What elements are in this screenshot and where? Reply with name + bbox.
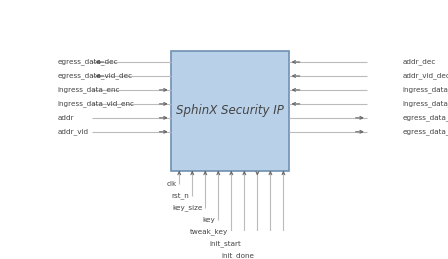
Text: SphinX Security IP: SphinX Security IP — [176, 104, 284, 117]
Text: key: key — [203, 217, 215, 222]
Text: tweak_key: tweak_key — [190, 228, 228, 235]
Text: ingress_data_dec: ingress_data_dec — [402, 87, 448, 93]
Text: key_size: key_size — [172, 204, 202, 211]
Text: init_done: init_done — [222, 252, 254, 259]
Text: ingress_data_vid_enc: ingress_data_vid_enc — [58, 100, 135, 107]
Text: init_start: init_start — [210, 240, 241, 247]
Text: ingress_data_enc: ingress_data_enc — [58, 87, 120, 93]
Bar — [171, 51, 289, 171]
Text: egress_data_vid_dec: egress_data_vid_dec — [58, 73, 133, 79]
Text: addr_vid_dec: addr_vid_dec — [402, 73, 448, 79]
Text: clk: clk — [166, 181, 177, 187]
Text: addr_vid: addr_vid — [58, 128, 89, 135]
Text: addr: addr — [58, 115, 74, 121]
Text: ingress_data_vid_dec: ingress_data_vid_dec — [402, 100, 448, 107]
Text: egress_data_vid_enc: egress_data_vid_enc — [402, 128, 448, 135]
Text: egress_data_enc: egress_data_enc — [402, 114, 448, 121]
Text: addr_dec: addr_dec — [402, 59, 436, 65]
Text: egress_data_dec: egress_data_dec — [58, 59, 118, 65]
Text: rst_n: rst_n — [172, 192, 190, 199]
